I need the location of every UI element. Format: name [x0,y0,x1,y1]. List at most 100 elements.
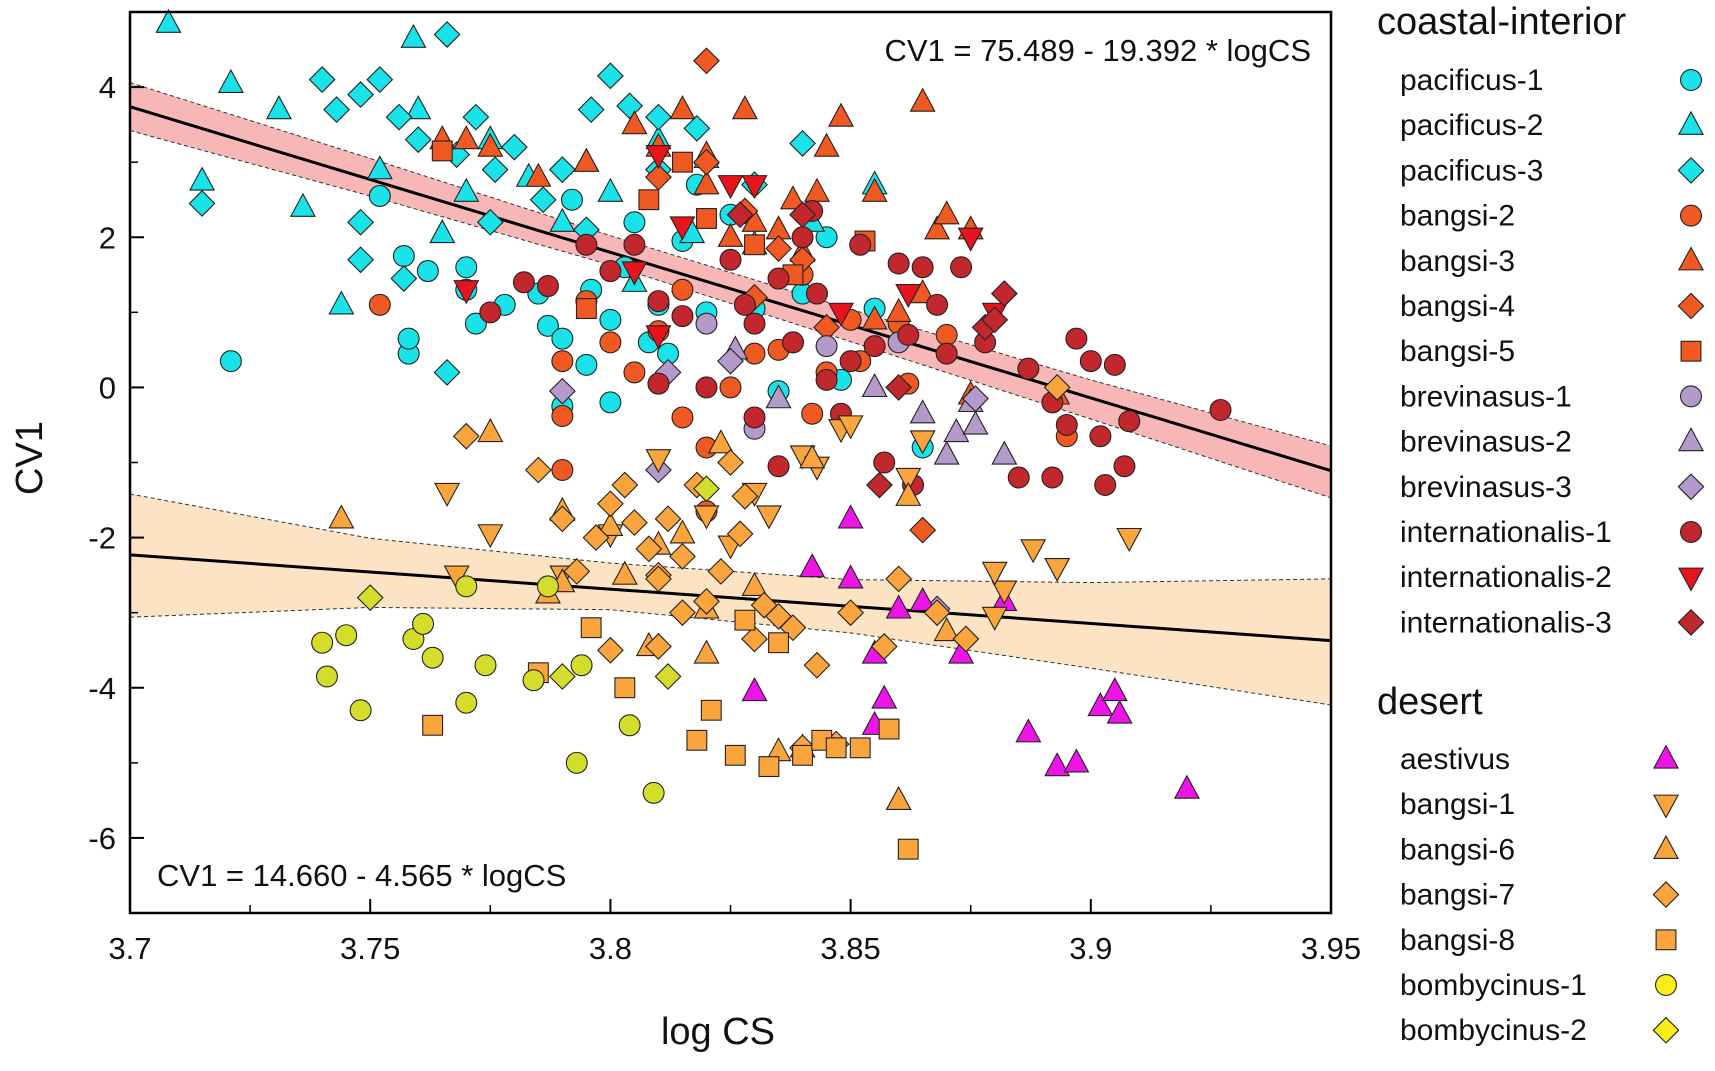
point-pacificus-1 [551,327,574,350]
point-pacificus-3 [188,190,216,217]
point-internationalis-2 [741,175,768,200]
legend-marker [1677,156,1705,184]
point-bangsi-6 [693,639,720,664]
point-brevinasus-3 [962,385,989,413]
point-internationalis-1 [1017,357,1040,380]
legend-marker [1677,427,1705,452]
point-internationalis-3 [726,201,754,229]
point-bangsi-8 [849,737,871,759]
point-internationalis-3 [789,201,816,229]
point-bangsi-3 [803,177,830,202]
y-tick-label: 4 [99,70,116,105]
legend-marker [1680,340,1702,362]
point-pacificus-1 [392,245,415,268]
legend-label: pacificus-2 [1400,109,1543,142]
point-internationalis-1 [935,342,958,365]
point-pacificus-1 [397,327,420,350]
point-pacificus-3 [462,103,490,131]
y-tick-label: 0 [99,370,116,405]
point-bangsi-7 [524,456,552,484]
point-bangsi-2 [671,406,694,429]
point-internationalis-1 [849,233,872,256]
point-pacificus-3 [548,156,576,184]
point-internationalis-2 [645,145,672,170]
point-internationalis-1 [695,376,718,399]
point-bangsi-7 [654,505,682,533]
legend-label: pacificus-1 [1400,64,1543,97]
legend-label: bangsi-4 [1400,290,1515,323]
point-pacificus-3 [347,208,375,236]
point-bangsi-1 [991,580,1018,605]
point-bangsi-6 [669,519,696,544]
point-brevinasus-1 [695,312,718,335]
point-bangsi-1 [837,415,864,440]
point-pacificus-1 [599,391,622,414]
point-pacificus-3 [529,186,557,214]
point-pacificus-2 [597,177,624,202]
point-internationalis-1 [1209,398,1232,421]
point-internationalis-1 [950,256,973,279]
point-bangsi-3 [885,297,912,322]
point-bangsi-3 [731,95,758,120]
point-bangsi-6 [597,511,624,536]
point-aestivus [741,677,768,702]
point-bangsi-2 [623,361,646,384]
point-internationalis-1 [863,335,886,358]
point-bangsi-3 [573,147,600,172]
point-bangsi-2 [801,402,824,425]
point-internationalis-1 [839,350,862,373]
point-bangsi-7 [596,490,624,518]
point-internationalis-1 [599,260,622,283]
point-brevinasus-2 [962,410,989,435]
point-bangsi-4 [693,148,720,176]
point-bangsi-7 [885,565,913,593]
legend-label: bombycinus-2 [1400,1014,1587,1047]
point-internationalis-1 [1089,425,1112,448]
legend-label: bangsi-1 [1400,788,1515,821]
point-internationalis-2 [827,302,855,327]
point-bangsi-1 [909,430,936,455]
point-internationalis-1 [805,282,828,305]
point-aestivus [1044,752,1071,777]
point-bangsi-3 [827,102,855,127]
point-bangsi-1 [981,606,1008,631]
point-bangsi-3 [861,177,888,202]
point-bangsi-3 [525,162,552,187]
point-bombycinus-1 [570,654,593,677]
legend-marker [1677,246,1705,271]
point-bangsi-6 [885,785,912,811]
point-internationalis-1 [767,267,790,290]
point-pacificus-2 [155,8,182,33]
point-aestivus [1101,677,1128,702]
point-bombycinus-1 [474,654,497,677]
point-internationalis-2 [669,216,696,241]
point-bangsi-6 [799,444,826,469]
x-tick-label: 3.75 [340,931,400,966]
point-brevinasus-2 [991,440,1018,465]
legend-marker [1652,834,1680,860]
point-bangsi-1 [755,505,782,530]
point-bangsi-3 [779,185,806,210]
point-pacificus-2 [328,290,355,315]
confidence-band-2 [130,494,1331,705]
legend-marker [1680,69,1703,92]
data-points [155,8,1232,860]
point-aestivus [948,639,975,664]
point-bangsi-7 [693,587,720,615]
point-bangsi-1 [434,482,461,507]
point-bangsi-4 [693,47,720,75]
point-bangsi-7 [611,471,639,499]
point-pacificus-3 [390,265,418,292]
legend-marker [1652,744,1680,769]
point-bombycinus-2 [693,475,720,503]
point-bombycinus-1 [349,699,372,722]
legend-label: bangsi-8 [1400,924,1515,957]
point-bangsi-8 [897,838,919,860]
point-brevinasus-3 [717,347,744,375]
legend-label: pacificus-3 [1400,154,1543,187]
point-bangsi-8 [422,714,444,736]
legend-marker [1652,794,1680,819]
legend-label: brevinasus-3 [1400,471,1572,504]
point-bangsi-2 [743,342,766,365]
regression-line-1 [129,105,1332,473]
